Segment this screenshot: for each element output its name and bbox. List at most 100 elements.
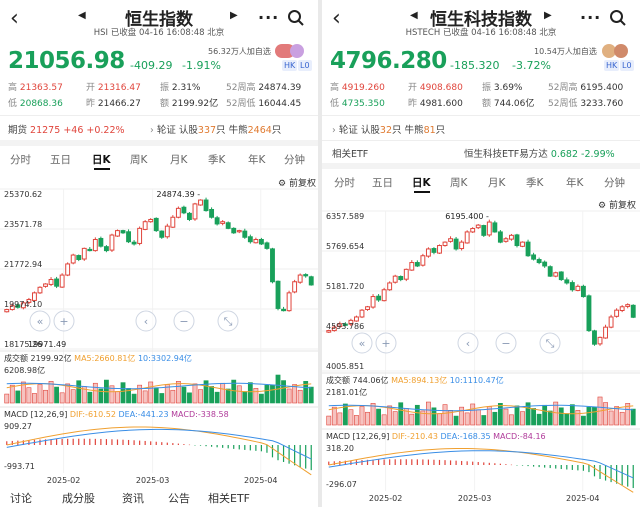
zoom-in-icon[interactable] — [375, 332, 397, 354]
candle-body — [592, 330, 597, 345]
tab-related-etf[interactable]: 相关ETF — [208, 492, 250, 505]
warrants-row[interactable]: › 轮证 认股32只 牛熊81只 — [332, 122, 445, 136]
futures-label: 期货 — [8, 125, 28, 136]
candle-body — [597, 336, 603, 345]
tab-year-k[interactable]: 年K — [248, 154, 266, 166]
tab-discussion[interactable]: 讨论 — [10, 492, 32, 505]
macd-bar — [294, 445, 296, 466]
restore-label: 前复权 — [288, 179, 316, 189]
tab-intraday[interactable]: 分时 — [334, 177, 355, 189]
volume-bar — [198, 389, 203, 404]
search-icon[interactable] — [609, 9, 627, 27]
candle-body — [98, 237, 104, 247]
warrants-row[interactable]: › 轮证 认股337只 牛熊2464只 — [150, 122, 281, 136]
volume-bar — [303, 381, 309, 404]
l0-badge: L0 — [620, 60, 634, 71]
volume-bar — [231, 379, 237, 404]
candle-body — [381, 289, 387, 302]
tab-five-day[interactable]: 五日 — [372, 177, 393, 189]
tab-intraday[interactable]: 分时 — [10, 154, 31, 166]
tab-five-day[interactable]: 五日 — [50, 154, 71, 166]
zoom-out-icon[interactable] — [173, 310, 195, 332]
etf-quote[interactable]: 恒生科技ETF易方达 0.682 -2.99% — [464, 146, 615, 160]
candle-body — [164, 225, 170, 238]
tab-year-k[interactable]: 年K — [566, 177, 584, 189]
volume-bar — [54, 386, 59, 404]
candle-body — [342, 323, 348, 326]
volume-bar — [475, 409, 481, 426]
fullscreen-icon[interactable] — [539, 332, 561, 354]
volume-bar — [59, 392, 65, 404]
zoom-in-icon[interactable] — [53, 310, 75, 332]
tab-minute[interactable]: 分钟 — [284, 154, 305, 166]
macd-bar — [105, 439, 108, 445]
x-date-label: 2025-04 — [566, 494, 599, 503]
tab-minute[interactable]: 分钟 — [604, 177, 625, 189]
etf-row[interactable]: 相关ETF — [332, 146, 368, 160]
stat-value: 16044.45 — [258, 99, 302, 109]
volume-bar — [70, 389, 76, 404]
next-triangle-icon[interactable]: ▶ — [544, 10, 552, 21]
stat-label: 52周高 — [548, 83, 581, 93]
stat-label: 52周高 — [226, 83, 259, 93]
fullscreen-icon[interactable] — [217, 310, 239, 332]
tab-quarter-k[interactable]: 季K — [208, 154, 226, 166]
rewind-icon[interactable] — [29, 310, 51, 332]
macd-bar — [394, 459, 396, 465]
pan-left-icon[interactable] — [457, 332, 479, 354]
tab-weekly-k[interactable]: 周K — [450, 177, 468, 189]
tab-daily-k[interactable]: 日K — [92, 154, 111, 166]
tab-weekly-k[interactable]: 周K — [130, 154, 148, 166]
subtitle: HSI 已收盘 04-16 16:08:48 北京 — [93, 28, 225, 38]
tab-constituents[interactable]: 成分股 — [62, 492, 95, 505]
macd-bar — [494, 463, 496, 465]
candle-body — [492, 222, 498, 233]
volume-bar — [342, 403, 348, 426]
more-icon[interactable]: ··· — [580, 8, 602, 27]
candle-body — [331, 326, 337, 332]
futures-row[interactable]: 期货 21275 +46 +0.22% — [8, 122, 125, 136]
tab-daily-k[interactable]: 日K — [412, 177, 431, 189]
volume-bar — [187, 392, 192, 404]
candle-body — [181, 206, 187, 214]
volume-bar — [359, 406, 365, 426]
active-tab-indicator — [414, 191, 430, 193]
volume-bar — [148, 381, 154, 404]
back-arrow-icon[interactable]: ‹ — [332, 6, 341, 31]
hsi-chart[interactable]: 25370.62 23571.78 21772.94 19974.10 18175.26… — [0, 185, 318, 490]
restore-toggle[interactable]: ⚙ 前复权 — [278, 176, 316, 189]
settings-icon: ⚙ — [598, 201, 607, 211]
prev-triangle-icon[interactable]: ◀ — [410, 10, 418, 21]
search-icon[interactable] — [287, 9, 305, 27]
hstech-chart[interactable]: 6357.589 5769.654 5181.720 4593.786 4005.851… — [322, 207, 640, 507]
zoom-out-icon[interactable] — [495, 332, 517, 354]
etf-price: 0.682 — [550, 149, 579, 160]
tab-quarter-k[interactable]: 季K — [526, 177, 544, 189]
tab-monthly-k[interactable]: 月K — [488, 177, 506, 189]
candle-body — [547, 266, 553, 277]
tab-news[interactable]: 资讯 — [122, 492, 144, 505]
macd-bar — [299, 445, 301, 467]
prev-triangle-icon[interactable]: ◀ — [78, 10, 86, 21]
macd-bar — [172, 443, 174, 445]
restore-toggle[interactable]: ⚙ 前复权 — [598, 198, 636, 211]
stat-item: 额 2199.92亿 — [160, 96, 218, 109]
y-tick-label: 21772.94 — [4, 260, 42, 269]
back-arrow-icon[interactable]: ‹ — [10, 6, 19, 31]
stat-item: 昨 21466.27 — [86, 96, 141, 109]
next-triangle-icon[interactable]: ▶ — [230, 10, 238, 21]
pan-left-icon[interactable] — [135, 310, 157, 332]
candle-body — [503, 238, 509, 242]
candle-body — [264, 242, 270, 249]
ma10-line — [6, 382, 312, 390]
y-tick-label: 4593.786 — [326, 322, 364, 331]
tab-announcements[interactable]: 公告 — [168, 492, 190, 505]
x-date-label: 2025-02 — [47, 476, 80, 485]
more-icon[interactable]: ··· — [258, 8, 280, 27]
candle-body — [326, 330, 332, 333]
tab-monthly-k[interactable]: 月K — [170, 154, 188, 166]
macd-bar — [67, 438, 69, 445]
macd-bar — [455, 460, 457, 465]
rewind-icon[interactable] — [351, 332, 373, 354]
volume-legend: 成交额 2199.92亿 MA5:2660.81亿 10:3302.94亿 — [4, 353, 192, 363]
